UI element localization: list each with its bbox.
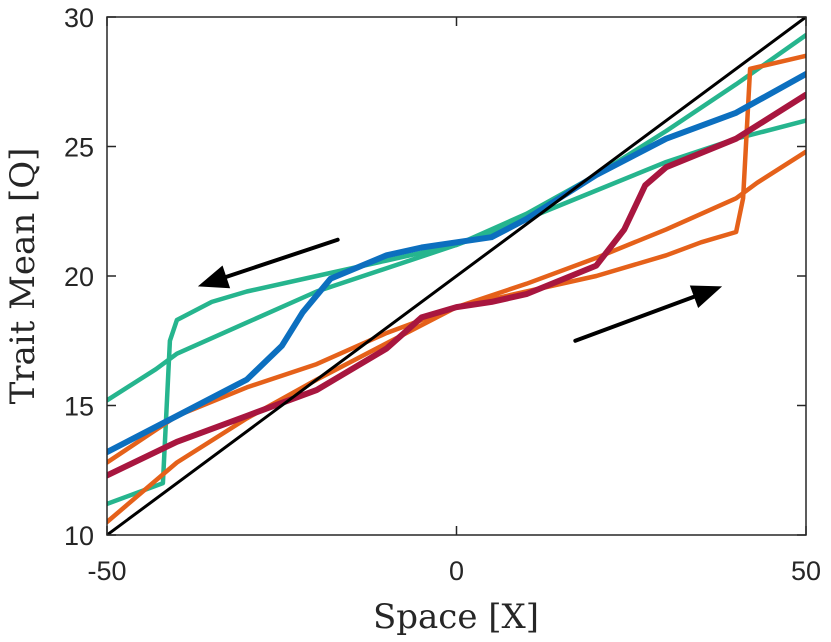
y-tick-label: 30: [64, 3, 94, 33]
x-tick-label: 50: [791, 556, 821, 586]
series-layer: [107, 17, 806, 535]
x-tick-label: 0: [449, 556, 464, 586]
y-tick-label: 20: [64, 262, 94, 292]
arrow-annotation-0: [197, 237, 340, 289]
y-axis-title: Trait Mean [Q]: [3, 148, 43, 405]
tick-layer: -50 0 50 10 15 20 25 30: [64, 3, 821, 586]
y-tick-label: 25: [64, 133, 94, 163]
arrow-head: [197, 265, 231, 289]
arrow-annotation-1: [573, 285, 723, 343]
arrow-shaft: [220, 237, 340, 281]
series-line-blue-2: [107, 71, 806, 456]
series-line-teal-1: [107, 32, 806, 507]
series-line-teal-0: [107, 118, 806, 403]
arrow-head: [689, 285, 723, 309]
arrow-shaft: [573, 293, 700, 343]
x-tick-label: -50: [87, 556, 126, 586]
y-tick-label: 10: [64, 521, 94, 551]
x-axis-title: Space [X]: [373, 597, 539, 637]
series-line-orange-3: [107, 149, 806, 465]
y-tick-label: 15: [64, 392, 94, 422]
annotation-layer: [197, 237, 723, 343]
series-line-crimson-5: [107, 91, 806, 479]
series-line-reference-6: [107, 17, 806, 535]
